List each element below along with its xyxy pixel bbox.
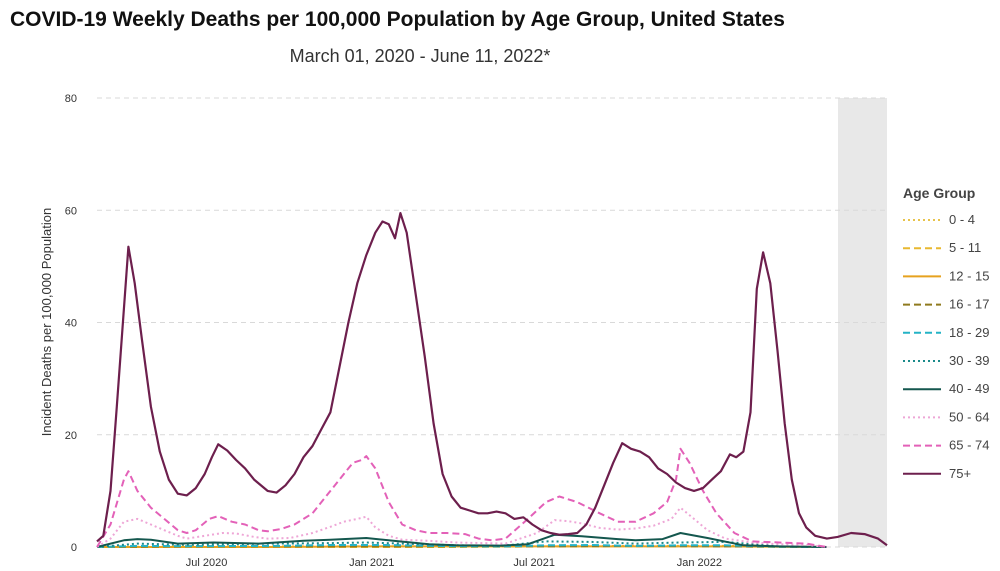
gridlines: [97, 97, 887, 548]
y-tick-label: 20: [65, 430, 77, 442]
legend-label: 50 - 64: [949, 409, 989, 424]
legend-label: 30 - 39: [949, 353, 989, 368]
y-tick-label: 60: [65, 205, 77, 217]
x-tick-label: Jan 2022: [677, 557, 722, 569]
legend-label: 5 - 11: [949, 240, 981, 255]
legend-label: 40 - 49: [949, 381, 989, 396]
legend-label: 16 - 17: [949, 297, 989, 312]
x-tick-label: Jul 2021: [513, 557, 555, 569]
legend: 0 - 4 5 - 11 12 - 15 16 - 17 18 - 29 30 - 39 4…: [903, 212, 989, 481]
series-line-75+: [96, 212, 888, 547]
chart-subtitle: March 01, 2020 - June 11, 2022*: [289, 46, 551, 66]
y-axis-label: Incident Deaths per 100,000 Population: [39, 208, 54, 436]
series-line-40-49: [96, 532, 827, 548]
legend-label: 65 - 74: [949, 438, 989, 453]
legend-label: 0 - 4: [949, 212, 975, 227]
legend-label: 18 - 29: [949, 325, 989, 340]
x-tick-label: Jan 2021: [349, 557, 394, 569]
y-tick-label: 80: [65, 93, 77, 105]
x-tick-label: Jul 2020: [186, 557, 228, 569]
legend-title: Age Group: [903, 185, 975, 201]
y-tick-label: 40: [65, 318, 77, 330]
chart-title: COVID-19 Weekly Deaths per 100,000 Popul…: [10, 8, 785, 31]
series-line-65-74: [96, 447, 828, 548]
series-line-50-64: [96, 506, 828, 548]
x-axis-ticks: Jul 2020 Jan 2021 Jul 2021 Jan 2022: [186, 557, 722, 569]
y-tick-label: 0: [71, 542, 77, 554]
legend-label: 12 - 15: [949, 268, 989, 283]
y-axis-ticks: 0 20 40 60 80: [65, 93, 77, 554]
series-lines: [96, 212, 888, 548]
legend-label: 75+: [949, 466, 971, 481]
